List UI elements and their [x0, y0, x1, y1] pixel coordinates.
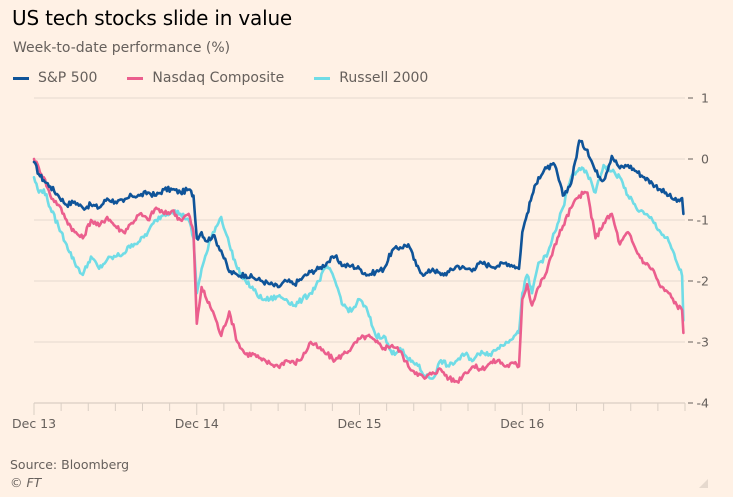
legend-item-nasdaq: Nasdaq Composite [127, 70, 284, 86]
copyright-note: © FT [10, 475, 42, 490]
y-tick-label: -4 [697, 396, 710, 411]
resize-corner-icon [699, 479, 708, 488]
y-axis: 1 0 -1 -2 -3 -4 [688, 91, 709, 411]
legend-label-sp500: S&P 500 [38, 70, 98, 86]
legend-swatch-sp500 [13, 76, 29, 80]
legend-label-russell: Russell 2000 [339, 70, 429, 86]
legend-item-russell: Russell 2000 [314, 70, 428, 86]
series-line-nasdaq-composite [32, 157, 685, 384]
y-tick-label: 1 [701, 91, 709, 106]
y-tick-label: -1 [697, 213, 709, 228]
series-line-s-p-500 [32, 139, 685, 289]
y-tick-label: -2 [697, 274, 709, 289]
legend-item-sp500: S&P 500 [13, 70, 97, 86]
series-line-russell-2000 [32, 163, 685, 380]
legend-swatch-nasdaq [127, 76, 144, 80]
y-tick-label: -3 [697, 335, 709, 350]
x-tick-label: Dec 13 [12, 416, 56, 431]
series-lines [32, 139, 685, 384]
x-tick-label: Dec 16 [500, 416, 544, 431]
gridlines [34, 97, 685, 343]
chart-title: US tech stocks slide in value [12, 6, 293, 30]
x-tick-label: Dec 15 [338, 416, 382, 431]
legend: S&P 500 Nasdaq Composite Russell 2000 [13, 70, 428, 86]
source-note: Source: Bloomberg [10, 457, 130, 472]
x-tick-label: Dec 14 [175, 416, 219, 431]
y-tick-label: 0 [701, 152, 709, 167]
x-axis: Dec 13 Dec 14 Dec 15 Dec 16 [12, 402, 686, 431]
legend-swatch-russell [314, 76, 331, 80]
chart-subtitle: Week-to-date performance (%) [13, 40, 231, 56]
legend-label-nasdaq: Nasdaq Composite [152, 70, 285, 86]
